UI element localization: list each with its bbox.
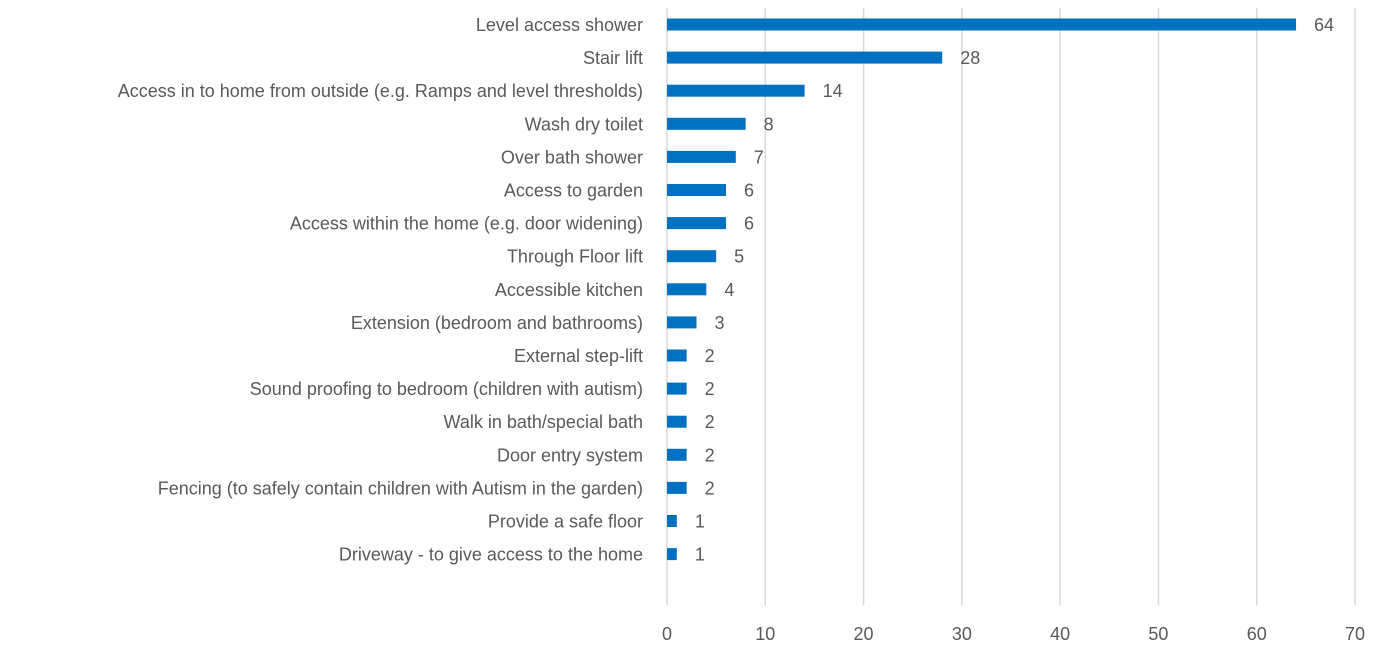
gridlines bbox=[666, 8, 1356, 605]
category-label: Access within the home (e.g. door wideni… bbox=[290, 214, 643, 234]
data-label: 1 bbox=[695, 512, 705, 532]
data-label: 3 bbox=[714, 313, 724, 333]
data-label: 2 bbox=[705, 478, 715, 498]
data-label: 14 bbox=[823, 81, 843, 101]
x-tick-label: 70 bbox=[1345, 624, 1365, 644]
category-label: Sound proofing to bedroom (children with… bbox=[250, 379, 643, 399]
data-label: 1 bbox=[695, 545, 705, 565]
category-label: Door entry system bbox=[497, 445, 643, 465]
data-label: 64 bbox=[1314, 15, 1334, 35]
x-tick-label: 10 bbox=[755, 624, 775, 644]
data-label: 4 bbox=[724, 280, 734, 300]
bar bbox=[667, 448, 687, 461]
x-tick-label: 20 bbox=[854, 624, 874, 644]
bars bbox=[667, 18, 1297, 561]
category-label: Accessible kitchen bbox=[495, 280, 643, 300]
category-label: Stair lift bbox=[583, 48, 643, 68]
data-label: 2 bbox=[705, 379, 715, 399]
bar bbox=[667, 382, 687, 395]
bar bbox=[667, 250, 717, 263]
bar bbox=[667, 415, 687, 428]
category-label: Access in to home from outside (e.g. Ram… bbox=[118, 81, 643, 101]
category-label: Fencing (to safely contain children with… bbox=[158, 478, 643, 498]
x-tick-label: 50 bbox=[1148, 624, 1168, 644]
data-label: 8 bbox=[764, 114, 774, 134]
category-label: Provide a safe floor bbox=[488, 512, 643, 532]
category-label: Walk in bath/special bath bbox=[444, 412, 643, 432]
category-label: Access to garden bbox=[504, 181, 643, 201]
category-label: Level access shower bbox=[476, 15, 643, 35]
data-label: 28 bbox=[960, 48, 980, 68]
category-label: Through Floor lift bbox=[507, 247, 643, 267]
x-axis-tick-labels: 0 10 20 30 40 50 60 70 bbox=[662, 624, 1365, 644]
bar bbox=[667, 184, 726, 196]
bar bbox=[667, 548, 677, 561]
bar bbox=[667, 349, 687, 362]
x-tick-label: 40 bbox=[1050, 624, 1070, 644]
category-label: Over bath shower bbox=[501, 147, 643, 167]
x-tick-label: 0 bbox=[662, 624, 672, 644]
category-label: Driveway - to give access to the home bbox=[339, 545, 643, 565]
bar bbox=[667, 515, 677, 527]
bar bbox=[667, 217, 726, 230]
data-label: 6 bbox=[744, 181, 754, 201]
category-label: Wash dry toilet bbox=[525, 114, 643, 134]
data-label: 2 bbox=[705, 445, 715, 465]
bar bbox=[667, 150, 736, 163]
data-label: 7 bbox=[754, 147, 764, 167]
category-label: Extension (bedroom and bathrooms) bbox=[351, 313, 643, 333]
x-tick-label: 30 bbox=[952, 624, 972, 644]
bar bbox=[667, 84, 805, 97]
bar bbox=[667, 283, 707, 296]
category-labels: Level access shower Stair lift Access in t… bbox=[118, 15, 643, 565]
data-label: 6 bbox=[744, 214, 754, 234]
data-label: 5 bbox=[734, 247, 744, 267]
bar bbox=[667, 316, 697, 329]
bar bbox=[667, 481, 687, 494]
bar bbox=[667, 117, 746, 130]
category-label: External step-lift bbox=[514, 346, 643, 366]
data-label: 2 bbox=[705, 346, 715, 366]
bar bbox=[667, 51, 943, 64]
data-label: 2 bbox=[705, 412, 715, 432]
x-tick-label: 60 bbox=[1247, 624, 1267, 644]
bar bbox=[667, 18, 1297, 31]
